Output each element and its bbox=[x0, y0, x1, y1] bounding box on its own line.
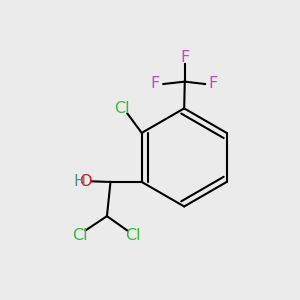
Text: Cl: Cl bbox=[125, 228, 141, 243]
Text: F: F bbox=[209, 76, 218, 91]
Text: F: F bbox=[150, 76, 160, 91]
Text: Cl: Cl bbox=[114, 101, 130, 116]
Text: Cl: Cl bbox=[72, 228, 87, 243]
Text: F: F bbox=[180, 50, 189, 65]
Text: O: O bbox=[79, 174, 92, 189]
Text: H: H bbox=[74, 174, 86, 189]
